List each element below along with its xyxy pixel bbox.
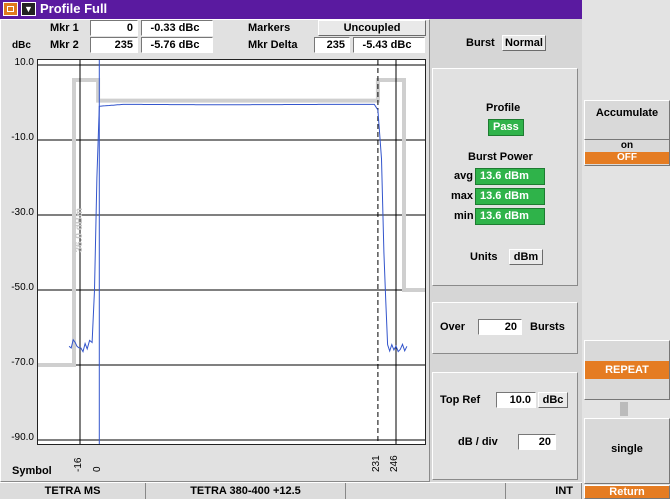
- status-reference: INT: [506, 483, 582, 499]
- accumulate-softkey[interactable]: Accumulate: [584, 100, 670, 140]
- delta-value-field: -5.43 dBc: [353, 37, 425, 53]
- status-empty: [346, 483, 506, 499]
- mask-level-label: 36.0 dBm: [74, 208, 85, 253]
- avg-value: 13.6 dBm: [475, 168, 545, 185]
- profile-chart: 36.0 dBm: [38, 60, 425, 444]
- y-tick-4: -70.0: [11, 357, 34, 368]
- mkr2-value-field: -5.76 dBc: [141, 37, 213, 53]
- x-tick-3: 246: [389, 455, 400, 472]
- window-title: Profile Full: [40, 1, 108, 16]
- mkr1-value-field: -0.33 dBc: [141, 20, 213, 36]
- y-tick-3: -50.0: [11, 282, 34, 293]
- top-ref-label: Top Ref: [440, 394, 481, 406]
- profile-plot[interactable]: 36.0 dBm: [37, 59, 426, 445]
- y-tick-0: 10.0: [14, 57, 34, 68]
- mkr2-label: Mkr 2: [50, 39, 79, 51]
- y-tick-5: -90.0: [11, 432, 34, 443]
- y-tick-1: -10.0: [11, 132, 34, 143]
- burst-type-button[interactable]: Normal: [502, 35, 546, 51]
- top-ref-field[interactable]: 10.0: [496, 392, 536, 408]
- units-label: Units: [470, 251, 498, 263]
- ref-panel: [432, 372, 578, 480]
- return-softkey[interactable]: Return: [584, 485, 670, 499]
- limit-mask-line: [38, 78, 425, 367]
- accumulate-toggle[interactable]: on OFF: [584, 140, 670, 166]
- max-label: max: [451, 190, 474, 202]
- min-value: 13.6 dBm: [475, 208, 545, 225]
- units-button[interactable]: dBm: [509, 249, 543, 265]
- mkr1-label: Mkr 1: [50, 22, 79, 34]
- max-value: 13.6 dBm: [475, 188, 545, 205]
- status-band: TETRA 380-400 +12.5: [146, 483, 346, 499]
- status-standard: TETRA MS: [0, 483, 146, 499]
- db-per-div-field[interactable]: 20: [518, 434, 556, 450]
- title-bar: ▼ Profile Full: [0, 0, 582, 19]
- min-label: min: [454, 210, 474, 222]
- markers-mode-button[interactable]: Uncoupled: [318, 20, 426, 36]
- db-per-div-label: dB / div: [458, 436, 498, 448]
- restore-window-icon[interactable]: [3, 2, 18, 16]
- mkr2-position-field[interactable]: 235: [90, 37, 138, 53]
- mkr1-position-field[interactable]: 0: [90, 20, 138, 36]
- over-label: Over: [440, 321, 466, 333]
- profile-label: Profile: [486, 102, 521, 114]
- repeat-label: REPEAT: [585, 361, 669, 379]
- bursts-label: Bursts: [530, 321, 565, 333]
- burst-label: Burst: [466, 37, 495, 49]
- single-label: single: [611, 443, 643, 455]
- x-tick-1: 0: [92, 466, 104, 472]
- x-axis-label: Symbol: [12, 465, 52, 477]
- measured-trace: [68, 103, 408, 354]
- x-tick-0: -16: [73, 457, 84, 472]
- markers-label: Markers: [248, 22, 291, 34]
- burst-power-label: Burst Power: [468, 151, 533, 163]
- accumulate-off-option[interactable]: OFF: [585, 152, 669, 164]
- softkey-divider: [620, 402, 628, 416]
- status-bar: TETRA MS TETRA 380-400 +12.5 INT: [0, 482, 582, 499]
- avg-label: avg: [454, 170, 473, 182]
- accumulate-label: Accumulate: [595, 107, 659, 119]
- x-tick-2: 231: [370, 455, 382, 472]
- top-ref-unit-button[interactable]: dBc: [538, 392, 568, 408]
- repeat-softkey[interactable]: REPEAT: [584, 340, 670, 400]
- single-softkey[interactable]: single: [584, 418, 670, 484]
- accumulate-on-option[interactable]: on: [620, 140, 634, 151]
- y-tick-2: -30.0: [11, 207, 34, 218]
- profile-status-badge: Pass: [488, 119, 524, 136]
- mkr-delta-label: Mkr Delta: [248, 39, 298, 51]
- delta-position-field: 235: [314, 37, 350, 53]
- window-menu-button[interactable]: ▼: [21, 2, 36, 16]
- y-axis-unit: dBc: [12, 40, 31, 51]
- over-count-field[interactable]: 20: [478, 319, 522, 335]
